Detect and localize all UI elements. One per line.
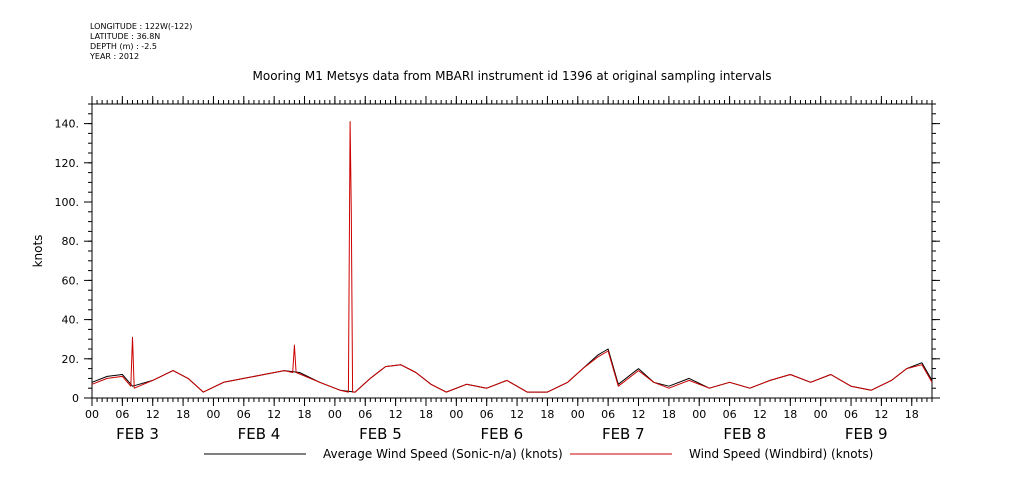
y-tick-label: 60. — [62, 274, 80, 287]
x-tick-label: 06 — [358, 408, 372, 421]
y-tick-label: 140. — [55, 118, 80, 131]
y-tick-label: 20. — [62, 353, 80, 366]
y-axis-label: knots — [31, 235, 45, 268]
x-tick-label: 00 — [449, 408, 463, 421]
x-tick-label: 18 — [176, 408, 190, 421]
x-tick-label: 00 — [571, 408, 585, 421]
day-label: FEB 3 — [116, 425, 159, 443]
x-tick-label: 18 — [783, 408, 797, 421]
x-tick-label: 12 — [389, 408, 403, 421]
x-tick-label: 00 — [814, 408, 828, 421]
day-label: FEB 6 — [481, 425, 524, 443]
metadata-year: YEAR : 2012 — [89, 52, 139, 61]
x-tick-label: 00 — [692, 408, 706, 421]
x-axis: 00 06 12 18 00 06 12 18 00 06 12 18 00 06 12 18 00 06 12 18… — [85, 96, 919, 443]
x-tick-label: 18 — [662, 408, 676, 421]
x-tick-label: 00 — [206, 408, 220, 421]
series-line-sonic — [91, 348, 933, 393]
x-tick-label: 06 — [723, 408, 737, 421]
plot-frame — [91, 103, 933, 399]
x-tick-label: 12 — [632, 408, 646, 421]
x-tick-label: 12 — [267, 408, 281, 421]
x-tick-label: 18 — [298, 408, 312, 421]
series-line-windbird — [91, 121, 933, 393]
day-label: FEB 8 — [723, 425, 766, 443]
x-tick-label: 12 — [510, 408, 524, 421]
y-axis: 0 20. 40. 60. 80. 100. 120. 140. — [55, 118, 940, 405]
y-tick-label: 120. — [55, 157, 80, 170]
metadata-block: LONGITUDE : 122W(-122) LATITUDE : 36.8N … — [89, 22, 192, 61]
minor-ticks — [88, 100, 936, 402]
x-tick-label: 12 — [753, 408, 767, 421]
y-tick-label: 80. — [62, 235, 80, 248]
x-tick-label: 06 — [115, 408, 129, 421]
x-tick-label: 18 — [905, 408, 919, 421]
x-tick-label: 06 — [601, 408, 615, 421]
x-tick-label: 12 — [146, 408, 160, 421]
chart-title: Mooring M1 Metsys data from MBARI instru… — [253, 69, 772, 83]
legend: Average Wind Speed (Sonic-n/a) (knots) W… — [204, 447, 873, 461]
series-layer — [91, 121, 933, 393]
x-tick-label: 18 — [540, 408, 554, 421]
day-label: FEB 9 — [845, 425, 888, 443]
x-tick-label: 00 — [328, 408, 342, 421]
y-tick-label: 100. — [55, 196, 80, 209]
day-label: FEB 4 — [238, 425, 281, 443]
x-tick-label: 06 — [480, 408, 494, 421]
metadata-latitude: LATITUDE : 36.8N — [90, 32, 160, 41]
day-label: FEB 7 — [602, 425, 645, 443]
metadata-longitude: LONGITUDE : 122W(-122) — [90, 22, 192, 31]
x-tick-label: 18 — [419, 408, 433, 421]
x-tick-label: 00 — [85, 408, 99, 421]
x-tick-label: 12 — [874, 408, 888, 421]
metadata-depth: DEPTH (m) : -2.5 — [90, 42, 157, 51]
legend-label-windbird: Wind Speed (Windbird) (knots) — [689, 447, 873, 461]
x-tick-label: 06 — [844, 408, 858, 421]
day-label: FEB 5 — [359, 425, 402, 443]
y-tick-label: 40. — [62, 314, 80, 327]
y-tick-label: 0 — [72, 392, 79, 405]
legend-label-sonic: Average Wind Speed (Sonic-n/a) (knots) — [323, 447, 563, 461]
x-tick-label: 06 — [237, 408, 251, 421]
